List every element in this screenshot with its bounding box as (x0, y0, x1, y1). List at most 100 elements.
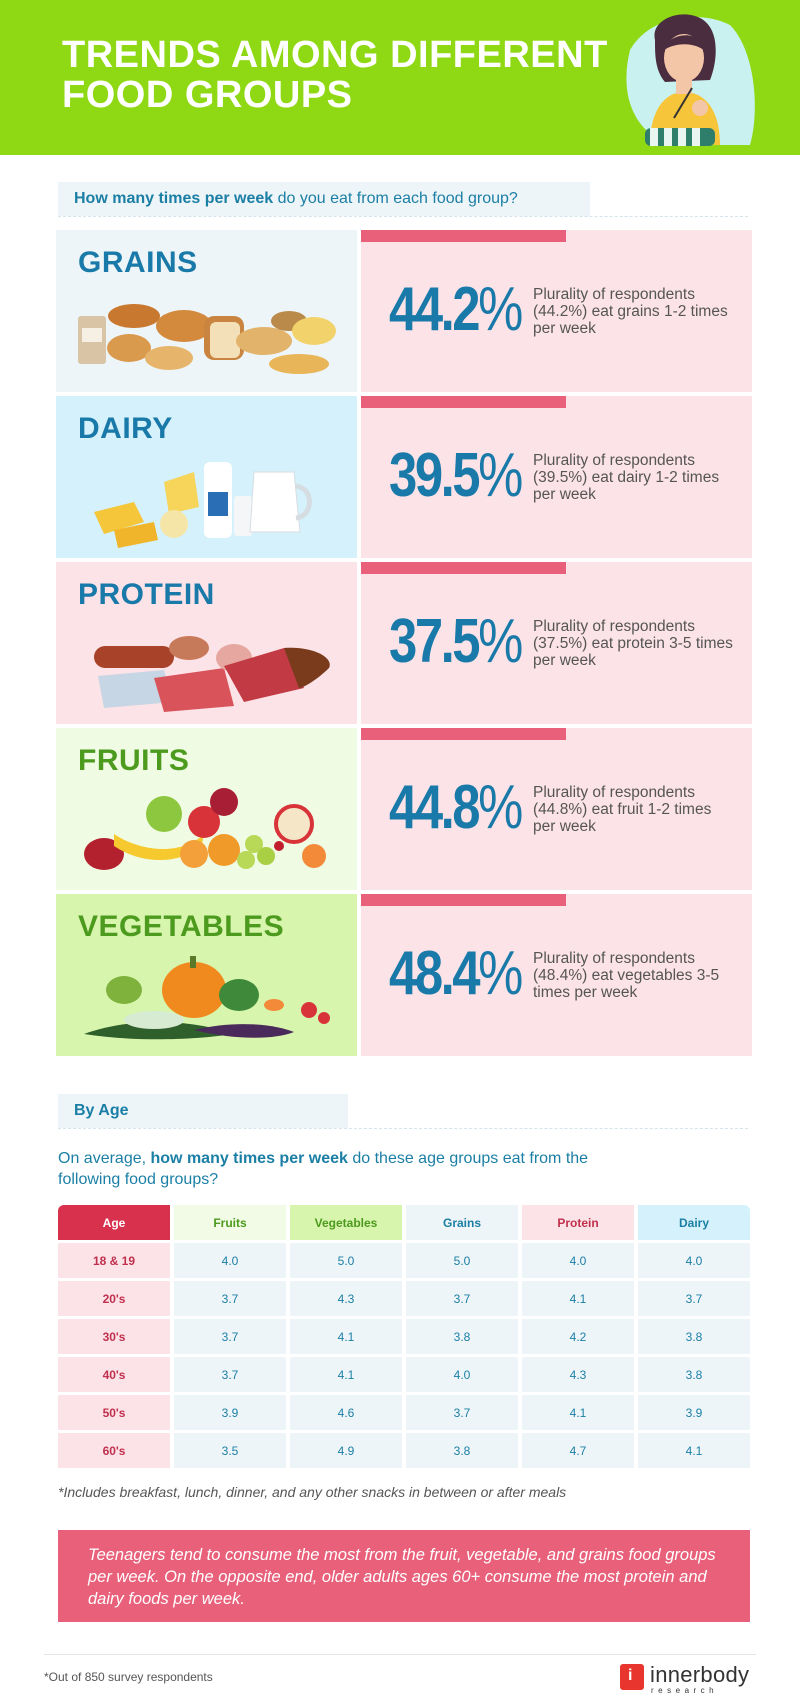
stat-card-vegetables: 48.4% Plurality of respondents (48.4%) e… (361, 894, 752, 1056)
question-bar: How many times per week do you eat from … (58, 182, 590, 216)
woman-eating-illustration (626, 14, 755, 146)
stat-percentage: 44.2% (389, 275, 523, 344)
table-cell: 4.7 (522, 1433, 634, 1468)
table-cell: 3.7 (174, 1281, 286, 1316)
table-cell: 3.5 (174, 1433, 286, 1468)
vegetables-illustration (84, 956, 330, 1040)
logo-subtitle: research (651, 1686, 719, 1695)
food-card-vegetables: VEGETABLES (56, 894, 357, 1056)
stat-card-fruits: 44.8% Plurality of respondents (44.8%) e… (361, 728, 752, 890)
food-row-fruits: FRUITS 44.8% Plurality of respondents (4… (56, 728, 752, 890)
table-row-label: 40's (58, 1357, 170, 1392)
table-cell: 4.0 (522, 1243, 634, 1278)
footnote: *Includes breakfast, lunch, dinner, and … (58, 1484, 567, 1500)
stat-description: Plurality of respondents (39.5%) eat dai… (533, 452, 720, 503)
table-header-cell: Grains (406, 1205, 518, 1240)
protein-illustration (94, 636, 330, 712)
table-row-label: 50's (58, 1395, 170, 1430)
table-cell: 3.9 (638, 1395, 750, 1430)
card-tab (361, 562, 566, 574)
stat-card-protein: 37.5% Plurality of respondents (37.5%) e… (361, 562, 752, 724)
table-cell: 3.8 (638, 1319, 750, 1354)
dairy-illustration (94, 462, 312, 548)
card-tab (361, 894, 566, 906)
page-title-line1: TRENDS AMONG DIFFERENT (62, 34, 608, 76)
table-cell: 3.8 (406, 1319, 518, 1354)
stat-description: Plurality of respondents (37.5%) eat pro… (533, 618, 733, 669)
food-row-vegetables: VEGETABLES 48.4% Plurality of respondent… (56, 894, 752, 1056)
card-tab (361, 396, 566, 408)
summary-box: Teenagers tend to consume the most from … (58, 1530, 750, 1622)
table-cell: 4.3 (290, 1281, 402, 1316)
food-card-grains: GRAINS (56, 230, 357, 392)
stat-percentage: 48.4% (389, 939, 523, 1008)
stat-description: Plurality of respondents (44.8%) eat fru… (533, 784, 712, 835)
table-cell: 5.0 (406, 1243, 518, 1278)
food-name: PROTEIN (78, 578, 215, 611)
food-name: GRAINS (78, 246, 198, 279)
divider (58, 216, 748, 217)
food-name: FRUITS (78, 744, 190, 777)
table-cell: 4.1 (638, 1433, 750, 1468)
food-name: VEGETABLES (78, 910, 285, 943)
table-cell: 4.6 (290, 1395, 402, 1430)
table-row-label: 18 & 19 (58, 1243, 170, 1278)
grains-illustration (78, 304, 336, 374)
table-cell: 3.9 (174, 1395, 286, 1430)
food-row-grains: GRAINS 44.2% Plurality of respondents (4… (56, 230, 752, 392)
table-cell: 3.7 (174, 1319, 286, 1354)
stat-description: Plurality of respondents (48.4%) eat veg… (533, 950, 720, 1001)
question-text: How many times per week do you eat from … (74, 190, 518, 207)
table-cell: 4.0 (174, 1243, 286, 1278)
stat-card-grains: 44.2% Plurality of respondents (44.2%) e… (361, 230, 752, 392)
summary-text: Teenagers tend to consume the most from … (88, 1546, 716, 1608)
food-card-dairy: DAIRY (56, 396, 357, 558)
table-cell: 3.7 (406, 1395, 518, 1430)
table-header-cell: Protein (522, 1205, 634, 1240)
page-title: TRENDS AMONG DIFFERENT FOOD GROUPS (62, 35, 622, 115)
table-cell: 4.1 (522, 1395, 634, 1430)
divider (58, 1128, 748, 1129)
table-row-label: 30's (58, 1319, 170, 1354)
table-header-cell: Fruits (174, 1205, 286, 1240)
food-row-protein: PROTEIN 37.5% Plurality of respondents (… (56, 562, 752, 724)
logo-name: innerbody (650, 1662, 750, 1687)
table-cell: 3.7 (174, 1357, 286, 1392)
footer-note: *Out of 850 survey respondents (44, 1670, 213, 1684)
age-question: On average, how many times per week do t… (58, 1150, 589, 1188)
table-cell: 4.1 (290, 1357, 402, 1392)
table-row-label: 20's (58, 1281, 170, 1316)
table-cell: 4.9 (290, 1433, 402, 1468)
food-card-fruits: FRUITS (56, 728, 357, 890)
by-age-bar: By Age (58, 1094, 348, 1128)
footer-divider (44, 1654, 756, 1655)
header-banner: TRENDS AMONG DIFFERENT FOOD GROUPS (0, 0, 800, 155)
food-name: DAIRY (78, 412, 173, 445)
table-cell: 3.8 (638, 1357, 750, 1392)
food-card-protein: PROTEIN (56, 562, 357, 724)
stat-description: Plurality of respondents (44.2%) eat gra… (533, 286, 728, 337)
by-age-label: By Age (74, 1102, 129, 1119)
table-cell: 5.0 (290, 1243, 402, 1278)
logo-mark-icon: i (620, 1664, 644, 1690)
stat-percentage: 44.8% (389, 773, 523, 842)
page-title-line2: FOOD GROUPS (62, 74, 353, 116)
table-cell: 4.1 (290, 1319, 402, 1354)
fruits-illustration (84, 788, 326, 870)
table-cell: 3.8 (406, 1433, 518, 1468)
food-row-dairy: DAIRY 39.5% Plurality of respondents (39… (56, 396, 752, 558)
table-cell: 4.0 (406, 1357, 518, 1392)
stat-percentage: 37.5% (389, 607, 523, 676)
table-cell: 4.2 (522, 1319, 634, 1354)
stat-card-dairy: 39.5% Plurality of respondents (39.5%) e… (361, 396, 752, 558)
table-header-cell: Age (58, 1205, 170, 1240)
table-header-cell: Vegetables (290, 1205, 402, 1240)
table-header-cell: Dairy (638, 1205, 750, 1240)
table-cell: 4.0 (638, 1243, 750, 1278)
table-cell: 4.1 (522, 1281, 634, 1316)
table-cell: 4.3 (522, 1357, 634, 1392)
innerbody-logo: i innerbody research (620, 1660, 760, 1695)
card-tab (361, 728, 566, 740)
stat-percentage: 39.5% (389, 441, 523, 510)
card-tab (361, 230, 566, 242)
